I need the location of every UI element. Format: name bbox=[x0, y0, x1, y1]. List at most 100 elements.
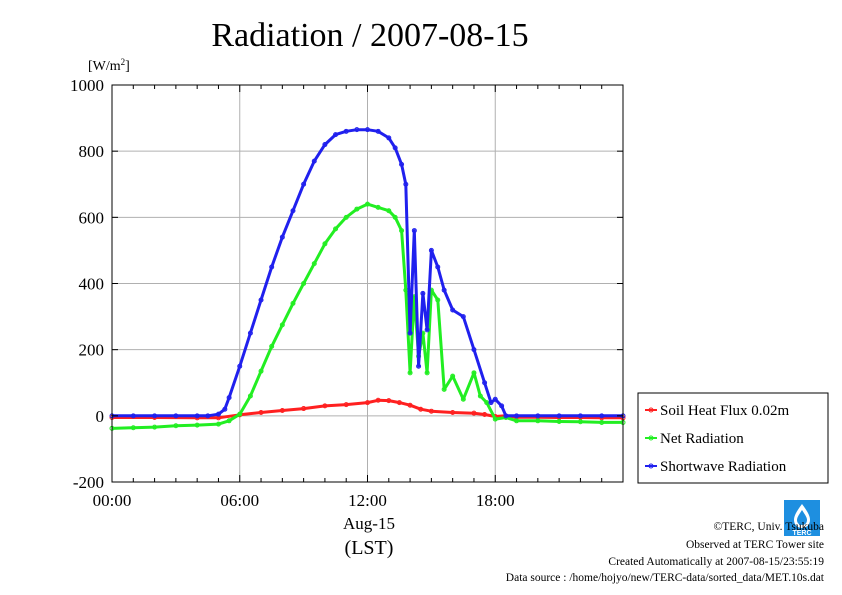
y-tick-label-6: 1000 bbox=[70, 76, 104, 95]
series-1-point-17 bbox=[343, 214, 349, 220]
series-2-point-25 bbox=[399, 161, 405, 167]
series-2-point-43 bbox=[514, 413, 520, 419]
series-1-point-22 bbox=[392, 214, 398, 220]
legend-label-1: Net Radiation bbox=[660, 431, 744, 447]
series-2-point-45 bbox=[556, 413, 562, 419]
series-2-point-12 bbox=[269, 264, 275, 270]
legend-marker-0 bbox=[648, 407, 654, 413]
y-tick-label-3: 400 bbox=[79, 275, 105, 294]
series-0-point-18 bbox=[471, 410, 477, 416]
series-2-point-37 bbox=[471, 347, 477, 353]
series-2-point-38 bbox=[482, 380, 488, 386]
series-1-point-40 bbox=[514, 418, 520, 424]
series-2-point-47 bbox=[599, 413, 605, 419]
series-1-point-29 bbox=[424, 370, 430, 376]
series-2-point-13 bbox=[279, 234, 285, 240]
legend-marker-1 bbox=[648, 435, 654, 441]
y-tick-label-1: 0 bbox=[96, 407, 105, 426]
series-2-point-14 bbox=[290, 208, 296, 214]
series-0-point-6 bbox=[279, 408, 285, 414]
series-1-point-3 bbox=[173, 423, 179, 429]
credit-copyright: ©TERC, Univ. Tsukuba bbox=[713, 521, 824, 533]
series-2-point-10 bbox=[247, 330, 253, 336]
series-0-point-5 bbox=[258, 410, 264, 416]
series-1-point-21 bbox=[386, 208, 392, 214]
series-1-point-36 bbox=[477, 393, 483, 399]
series-2-point-5 bbox=[205, 413, 211, 419]
y-axis: -200 0 200 400 600 800 1000 bbox=[70, 76, 623, 492]
series-1-point-2 bbox=[152, 424, 158, 430]
chart-title: Radiation / 2007-08-15 bbox=[211, 17, 528, 54]
series-1-point-12 bbox=[290, 300, 296, 306]
series-2-point-31 bbox=[424, 327, 430, 333]
series-2-point-8 bbox=[226, 395, 232, 401]
series-2-point-24 bbox=[392, 145, 398, 151]
series-2-point-28 bbox=[411, 228, 417, 234]
series-2-point-17 bbox=[322, 142, 328, 148]
legend-label-0: Soil Heat Flux 0.02m bbox=[660, 403, 790, 419]
x-axis-date-label: Aug-15 bbox=[343, 514, 395, 533]
series-1-point-38 bbox=[492, 416, 498, 422]
series-2-point-16 bbox=[311, 158, 317, 164]
series-2-point-7 bbox=[222, 406, 228, 412]
series-0-point-9 bbox=[343, 402, 349, 408]
series-1-point-11 bbox=[279, 322, 285, 328]
series-1-point-42 bbox=[556, 418, 562, 424]
series-1-point-16 bbox=[333, 226, 339, 232]
series-2-point-35 bbox=[450, 307, 456, 313]
series-1-point-20 bbox=[375, 204, 381, 210]
series-0-point-15 bbox=[418, 406, 424, 412]
series-1-point-25 bbox=[407, 370, 413, 376]
series-2-point-19 bbox=[343, 128, 349, 134]
series-2-point-30 bbox=[420, 290, 426, 296]
series-1-point-34 bbox=[460, 396, 466, 402]
y-unit-sup: 2 bbox=[121, 57, 126, 67]
series-0-point-8 bbox=[322, 403, 328, 409]
series-2-point-41 bbox=[499, 403, 505, 409]
x-axis-unit-label: (LST) bbox=[345, 537, 394, 559]
credit-source: Data source : /home/hojyo/new/TERC-data/… bbox=[505, 572, 824, 584]
series-2-point-2 bbox=[152, 413, 158, 419]
series-2-point-4 bbox=[194, 413, 200, 419]
y-tick-label-2: 200 bbox=[79, 341, 105, 360]
series-2-point-15 bbox=[301, 181, 307, 187]
series-1-point-43 bbox=[577, 419, 583, 425]
series-1-point-5 bbox=[215, 421, 221, 427]
y-axis-unit-label: [W/m2] bbox=[88, 57, 130, 74]
series-0-point-12 bbox=[386, 398, 392, 404]
series-2-point-34 bbox=[441, 287, 447, 293]
legend-label-2: Shortwave Radiation bbox=[660, 459, 787, 475]
series-2-point-18 bbox=[333, 132, 339, 138]
series-2-point-36 bbox=[460, 314, 466, 320]
x-tick-label-2: 12:00 bbox=[348, 491, 387, 510]
series-1-point-41 bbox=[535, 418, 541, 424]
series-1-point-44 bbox=[599, 419, 605, 425]
series-1-point-35 bbox=[471, 370, 477, 376]
y-unit-end: ] bbox=[125, 59, 130, 74]
x-tick-label-0: 00:00 bbox=[93, 491, 132, 510]
series-2-point-22 bbox=[375, 128, 381, 134]
series-2-point-3 bbox=[173, 413, 179, 419]
y-unit-base: [W/m bbox=[88, 59, 121, 74]
series-2-point-32 bbox=[428, 247, 434, 253]
series-1-point-31 bbox=[435, 297, 441, 303]
series-1-point-10 bbox=[269, 343, 275, 349]
series-1-point-19 bbox=[365, 201, 370, 207]
terc-logo: TERC bbox=[784, 500, 820, 537]
credit-created: Created Automatically at 2007-08-15/23:5… bbox=[608, 556, 824, 568]
series-0-point-13 bbox=[396, 400, 402, 406]
series-2-point-42 bbox=[503, 413, 509, 419]
series-2-point-20 bbox=[354, 127, 360, 133]
series-1-point-7 bbox=[237, 411, 243, 417]
series-1-point-23 bbox=[399, 228, 405, 234]
series-1-point-13 bbox=[301, 281, 307, 286]
series-2-point-9 bbox=[237, 363, 243, 369]
series-1-point-33 bbox=[450, 373, 456, 379]
series-2-point-26 bbox=[403, 181, 409, 187]
series-1-point-1 bbox=[130, 425, 136, 431]
series-1-point-8 bbox=[247, 393, 253, 399]
series-1-point-6 bbox=[226, 418, 232, 424]
x-tick-label-1: 06:00 bbox=[220, 491, 259, 510]
series-2-point-44 bbox=[535, 413, 541, 419]
series-2-point-23 bbox=[386, 135, 392, 141]
